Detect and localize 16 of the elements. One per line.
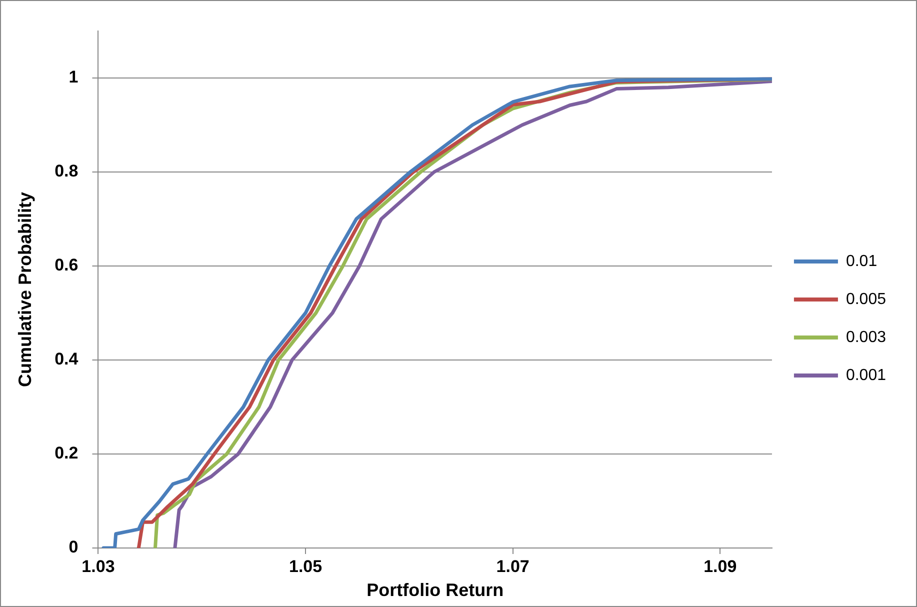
legend-label: 0.001 (846, 366, 886, 384)
x-tick-label: 1.03 (82, 556, 115, 576)
y-axis-title: Cumulative Probability (14, 192, 35, 388)
legend-label: 0.003 (846, 328, 886, 346)
y-tick-label: 0 (68, 538, 78, 557)
x-tick-label: 1.09 (704, 556, 737, 576)
y-tick-label: 0.8 (54, 162, 78, 181)
legend-label: 0.005 (846, 290, 886, 308)
x-axis-title: Portfolio Return (366, 580, 504, 600)
y-tick-label: 0.4 (54, 350, 79, 369)
x-tick-label: 1.05 (288, 556, 322, 576)
y-tick-label: 0.2 (54, 444, 78, 463)
y-tick-label: 0.6 (54, 256, 78, 275)
legend-label: 0.01 (846, 252, 878, 270)
x-tick-label: 1.07 (496, 556, 530, 576)
y-tick-label: 1 (68, 68, 78, 87)
